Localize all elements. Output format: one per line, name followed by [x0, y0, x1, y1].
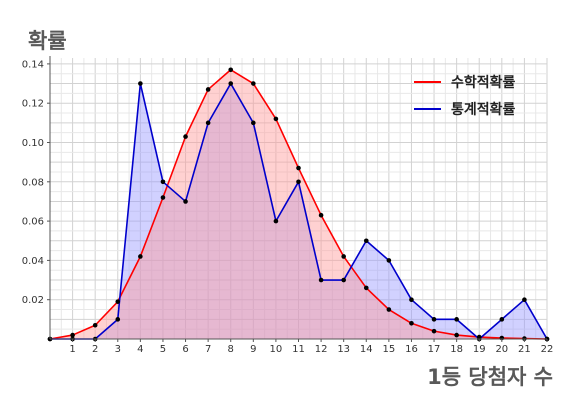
x-axis-label: 1등 당첨자 수	[427, 365, 553, 389]
y-tick-label: 0.06	[22, 217, 44, 228]
y-tick-labels: 0.02 0.04 0.06 0.08 0.10 0.12 0.14	[22, 59, 44, 306]
y-tick-label: 0.12	[22, 99, 44, 110]
point-math	[70, 332, 75, 338]
y-tick-label: 0.02	[22, 295, 44, 306]
point-math	[409, 320, 414, 326]
point-math	[386, 307, 392, 312]
x-tick-label: 20	[495, 344, 508, 355]
x-tick-label: 17	[428, 344, 441, 355]
x-tick-label: 12	[315, 344, 328, 355]
point-stat	[296, 179, 301, 185]
point-math	[363, 285, 369, 291]
point-stat	[138, 81, 143, 86]
point-math	[228, 67, 234, 73]
point-math	[160, 195, 166, 200]
x-tick-label: 19	[473, 344, 486, 355]
area-math	[50, 69, 547, 339]
grid-lines	[49, 58, 548, 340]
x-tick-label: 16	[405, 344, 418, 355]
point-math	[454, 332, 459, 338]
point-math	[205, 87, 211, 92]
point-math	[431, 328, 437, 334]
point-math	[138, 254, 143, 259]
x-tick-label: 5	[160, 344, 166, 355]
point-math	[341, 254, 346, 259]
x-tick-label: 13	[337, 344, 350, 355]
x-tick-label: 6	[182, 344, 188, 355]
y-tick-label: 0.08	[22, 177, 44, 188]
point-stat	[115, 317, 121, 322]
point-stat	[454, 317, 459, 322]
x-tick-label: 2	[92, 344, 98, 355]
x-tick-label: 11	[292, 344, 305, 355]
x-tick-label: 14	[360, 344, 373, 355]
area-stat	[50, 83, 547, 339]
y-tick-label: 0.04	[22, 256, 44, 267]
point-math	[251, 81, 256, 86]
point-stat	[205, 120, 211, 126]
point-stat	[160, 179, 166, 185]
x-tick-label: 22	[541, 344, 554, 355]
point-math	[183, 134, 188, 139]
y-tick-label: 0.10	[22, 138, 44, 149]
x-tick-label: 4	[137, 344, 143, 355]
point-stat	[363, 238, 369, 244]
y-axis-label: 확률	[28, 29, 67, 53]
point-math	[296, 165, 301, 171]
point-stat	[183, 199, 188, 204]
point-stat	[522, 297, 527, 302]
point-stat	[431, 317, 437, 322]
point-stat	[386, 258, 392, 263]
x-tick-label: 21	[518, 344, 531, 355]
point-math	[273, 116, 279, 122]
point-stat	[499, 317, 505, 322]
point-stat	[228, 81, 234, 86]
x-tick-label: 1	[69, 344, 75, 355]
point-stat	[341, 277, 346, 283]
point-math	[318, 212, 324, 218]
x-tick-label: 18	[450, 344, 463, 355]
point-stat	[409, 297, 414, 302]
x-tick-label: 15	[382, 344, 395, 355]
point-stat	[318, 277, 324, 283]
x-tick-label: 8	[228, 344, 234, 355]
x-tick-labels: 1 2 3 4 5 6 7 8 9 10 11 12 13 14 15 16 17 18 19 20 21 22	[69, 344, 553, 355]
point-math	[115, 299, 121, 304]
x-tick-label: 3	[115, 344, 121, 355]
series-areas	[50, 69, 547, 339]
legend-label-math: 수학적확률	[451, 74, 516, 91]
legend: 수학적확률 통계적확률	[414, 74, 516, 118]
x-tick-label: 7	[205, 344, 211, 355]
point-stat	[251, 120, 256, 126]
axes	[47, 56, 548, 342]
point-stat	[273, 218, 279, 224]
x-tick-label: 10	[270, 344, 283, 355]
legend-label-stat: 통계적확률	[451, 101, 516, 118]
x-tick-label: 9	[250, 344, 256, 355]
y-tick-label: 0.14	[22, 59, 44, 70]
point-math	[92, 322, 98, 328]
